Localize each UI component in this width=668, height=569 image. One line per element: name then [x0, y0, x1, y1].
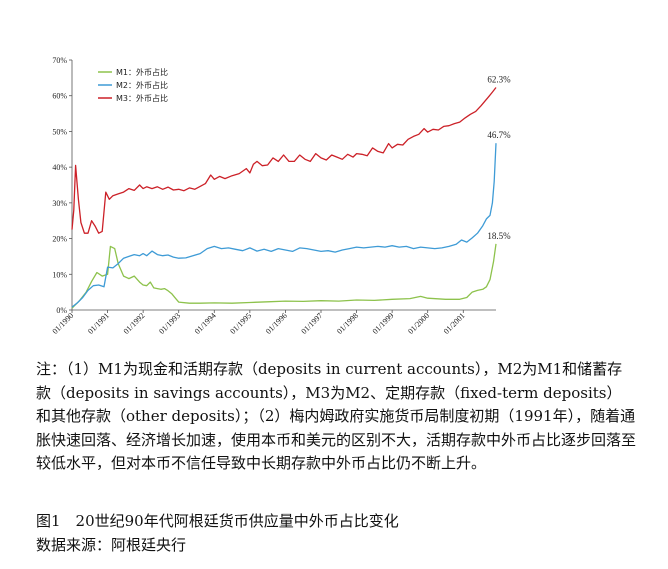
end-value-label: 62.3% [487, 75, 511, 85]
x-tick-label: 01/1998 [335, 311, 360, 336]
series-lines [71, 87, 497, 309]
x-tick-label: 01/2000 [406, 311, 431, 336]
end-value-label: 46.7% [487, 130, 511, 140]
y-tick-label: 60% [52, 92, 67, 101]
x-tick-label: 01/1993 [157, 311, 182, 336]
end-value-label: 18.5% [487, 231, 511, 241]
end-value-labels: 62.3% 46.7% 18.5% [487, 75, 511, 241]
x-tick-label: 01/1991 [86, 311, 111, 336]
x-tick-label: 01/1996 [264, 311, 289, 336]
x-tick-label: 01/1994 [193, 311, 218, 336]
x-tick-label: 01/1999 [371, 311, 396, 336]
chart-note: 注：（1）M1为现金和活期存款（deposits in current acco… [36, 360, 637, 472]
data-source: 数据来源：阿根廷央行 [36, 536, 187, 554]
series-line-m3 [71, 87, 497, 234]
y-tick-label: 50% [52, 127, 67, 136]
x-tick-label: 01/1995 [228, 311, 253, 336]
figure-caption: 图1 20世纪90年代阿根廷货币供应量中外币占比变化 [36, 512, 399, 530]
y-tick-label: 70% [52, 56, 67, 65]
y-tick-label: 10% [52, 270, 67, 279]
y-tick-label: 30% [52, 199, 67, 208]
chart-legend: M1：外币占比 M2：外币占比 M3：外币占比 [98, 67, 168, 103]
series-line-m1 [71, 243, 497, 309]
x-axis-ticks: 01/1990 01/1991 01/1992 01/1993 01/1994 01/19… [50, 310, 467, 336]
x-tick-label: 01/2001 [442, 311, 467, 336]
legend-label: M2：外币占比 [116, 80, 168, 90]
y-tick-label: 20% [52, 235, 67, 244]
chart-axes [71, 60, 496, 311]
y-tick-label: 40% [52, 163, 67, 172]
x-tick-label: 01/1997 [299, 311, 324, 336]
legend-label: M3：外币占比 [116, 93, 168, 103]
y-axis-ticks: 0% 10% 20% 30% 40% 50% 60% 70% [52, 56, 72, 315]
x-tick-label: 01/1992 [122, 311, 147, 336]
foreign-currency-share-chart: 0%10%20%30%40%50%60%70% 01/1990 01/1991 01… [50, 56, 511, 336]
legend-label: M1：外币占比 [116, 67, 168, 77]
series-line-m2 [71, 143, 497, 308]
y-tick-label: 0% [56, 306, 67, 315]
